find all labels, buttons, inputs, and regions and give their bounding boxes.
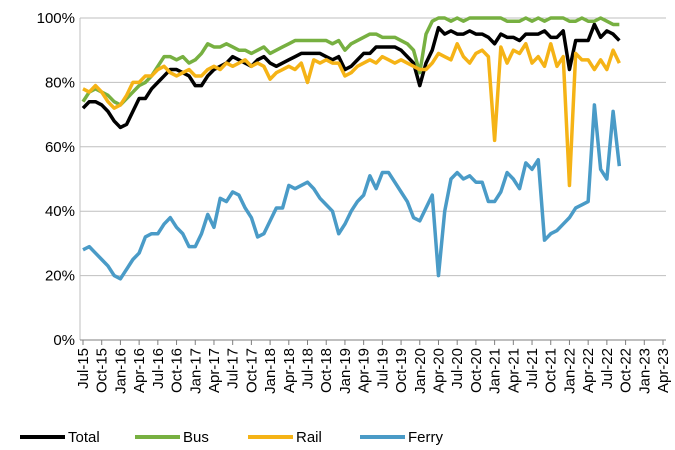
y-tick-label: 40% — [45, 203, 75, 220]
x-tick-label: Oct-15 — [94, 348, 111, 393]
legend-item: Bus — [135, 429, 209, 446]
x-tick-label: Oct-21 — [543, 348, 560, 393]
series-line — [82, 103, 622, 281]
x-tick-label: Oct-16 — [169, 348, 186, 393]
x-tick-label: Apr-22 — [580, 348, 597, 393]
legend-item: Ferry — [360, 429, 443, 446]
x-tick-label: Jul-22 — [599, 348, 616, 389]
x-tick-label: Jan-22 — [561, 348, 578, 394]
legend-item: Rail — [248, 429, 322, 446]
x-tick-label: Oct-17 — [243, 348, 260, 393]
x-tick-label: Jan-16 — [112, 348, 129, 394]
y-tick-label: 0% — [53, 332, 75, 349]
legend-label: Ferry — [408, 429, 443, 446]
y-tick-label: 60% — [45, 139, 75, 156]
x-tick-label: Oct-19 — [393, 348, 410, 393]
x-tick-label: Apr-20 — [430, 348, 447, 393]
x-tick-label: Apr-19 — [356, 348, 373, 393]
x-tick-label: Oct-18 — [318, 348, 335, 393]
x-tick-label: Jan-23 — [636, 348, 653, 394]
x-tick-label: Jan-20 — [412, 348, 429, 394]
y-tick-label: 20% — [45, 268, 75, 285]
x-tick-label: Apr-17 — [206, 348, 223, 393]
x-tick-label: Jul-16 — [150, 348, 167, 389]
x-tick-label: Jul-20 — [449, 348, 466, 389]
legend-item: Total — [20, 429, 100, 446]
x-tick-label: Jan-17 — [187, 348, 204, 394]
x-tick-label: Jan-21 — [487, 348, 504, 394]
x-tick-label: Jul-21 — [524, 348, 541, 389]
series-line — [81, 16, 620, 107]
x-tick-label: Apr-16 — [131, 348, 148, 393]
x-tick-label: Jul-17 — [225, 348, 242, 389]
series-line — [82, 42, 621, 188]
y-tick-label: 100% — [37, 10, 75, 27]
legend-label: Bus — [183, 429, 209, 446]
x-tick-label: Jan-19 — [337, 348, 354, 394]
x-tick-label: Jul-15 — [75, 348, 92, 389]
legend-label: Total — [68, 429, 100, 446]
x-tick-label: Jul-18 — [300, 348, 317, 389]
x-tick-label: Apr-21 — [505, 348, 522, 393]
x-tick-label: Apr-23 — [655, 348, 672, 393]
x-tick-label: Jan-18 — [262, 348, 279, 394]
x-tick-label: Oct-20 — [468, 348, 485, 393]
x-tick-label: Apr-18 — [281, 348, 298, 393]
y-tick-label: 80% — [45, 74, 75, 91]
x-tick-label: Jul-19 — [374, 348, 391, 389]
legend-label: Rail — [296, 429, 322, 446]
x-tick-label: Oct-22 — [618, 348, 635, 393]
series-line — [81, 22, 621, 130]
